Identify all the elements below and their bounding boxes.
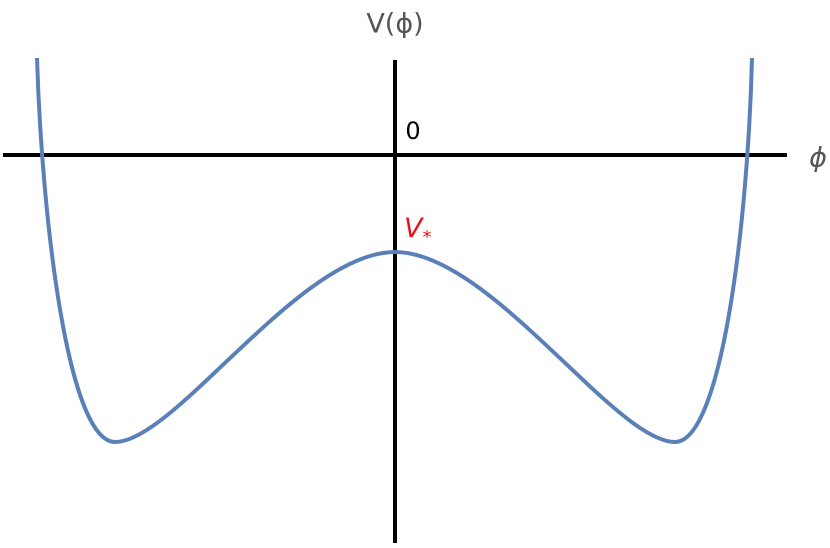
annotation-subscript: * — [422, 227, 431, 248]
y-axis-label: V(ϕ) — [366, 9, 423, 40]
origin-label: 0 — [405, 117, 420, 145]
annotation-main: V — [404, 213, 425, 244]
annotation-label: V* — [404, 213, 431, 249]
potential-curve — [35, 57, 754, 445]
x-axis-label: ϕ — [809, 143, 827, 174]
